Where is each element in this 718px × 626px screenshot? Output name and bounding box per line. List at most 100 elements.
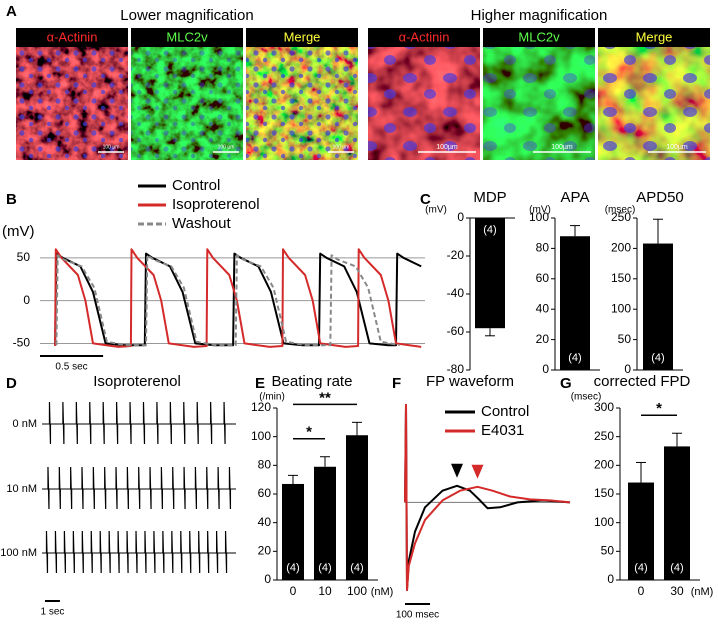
spike [189,530,192,574]
panel-letter: F [392,375,401,392]
y-tick-label: 100 [251,429,271,443]
group-title: Lower magnification [120,7,253,24]
spike [54,530,58,574]
y-tick-label: 0 [542,362,549,376]
scale-bar-label: 0.5 sec [55,362,87,373]
bar [475,218,505,329]
nuclei [598,47,710,160]
y-tick-label: 40 [258,515,272,529]
nuclei [131,47,243,160]
y-tick-label: 40 [536,301,550,315]
spike [126,530,129,574]
spike [194,466,198,510]
spike [75,401,78,445]
tile-header [483,28,595,47]
scale-bar-label: 100µm [551,144,573,151]
scale-bar-label: 100 µm [333,144,350,150]
y-tick-label: 50 [601,544,615,558]
spike [138,466,141,510]
trace [54,252,422,347]
spike [180,530,183,574]
panel-letter: A [6,3,17,20]
spike [89,401,92,445]
y-tick-label: 100 [611,301,631,315]
n-label: (4) [651,352,664,364]
y-axis-label: (mV) [2,223,35,240]
significance-label: ** [319,389,331,406]
bar [282,483,304,580]
chart-title: APA [561,189,590,206]
spike [108,530,111,574]
n-label: (4) [286,562,299,574]
spike [206,466,209,510]
x-tick-label: 10 [318,584,332,598]
spike [72,530,75,574]
spike [171,530,174,574]
spike [104,466,107,510]
n-label: (4) [634,562,647,574]
tile-label: Merge [636,29,673,44]
y-tick-label: -50 [13,336,31,350]
n-label: (4) [670,562,683,574]
y-tick-label: 80 [258,458,272,472]
spike [48,401,52,445]
row-label: 100 nM [0,547,37,559]
spike [162,530,165,574]
spike [135,530,138,574]
y-tick-label: 250 [611,210,631,224]
y-axis-label: (/min) [259,392,285,403]
bar [628,482,654,580]
y-tick-label: -20 [447,248,465,262]
tile-header [598,28,710,47]
spike [224,530,228,574]
chart-title: APD50 [636,189,684,206]
legend-label: Washout [172,215,231,232]
tile-header [16,28,128,47]
panel-letter: E [255,375,265,392]
n-label: (4) [568,352,581,364]
trace [54,248,422,348]
scale-bar-label: 100 msec [396,610,439,621]
y-tick-label: 0 [624,362,631,376]
scale-bar-label: 100 µm [218,144,235,150]
bar [664,446,690,580]
spike [207,530,210,574]
y-tick-label: 0 [264,572,271,586]
spike [196,401,199,445]
y-tick-label: 150 [594,486,614,500]
spike [81,530,84,574]
x-tick-label: 0 [290,584,297,598]
spike [198,530,201,574]
spike [117,530,120,574]
row-label: 0 nM [13,418,37,430]
spike [156,401,159,445]
spike [45,530,49,574]
spike [153,530,156,574]
spike [223,401,226,445]
panel-letter: D [6,375,17,392]
tile-label: α-Actinin [47,29,98,44]
spike [116,401,119,445]
tile-header [246,28,358,47]
spike [129,401,132,445]
bar [314,466,336,580]
x-axis-label: (nM) [691,586,714,598]
chart-title: MDP [473,189,506,206]
panel-letter: C [420,191,431,208]
y-tick-label: 200 [594,458,614,472]
spike [81,466,84,510]
y-tick-label: 100 [594,515,614,529]
y-tick-label: 100 [529,210,549,224]
spike [126,466,129,510]
n-label: (4) [483,224,496,236]
spike [210,401,213,445]
scale-bar-label: 100µm [666,144,688,151]
trace [55,254,400,347]
tile-label: MLC2v [166,29,208,44]
spike [160,466,163,510]
spike [62,401,65,445]
y-tick-label: 120 [251,400,271,414]
spike [63,530,66,574]
legend-label: Isoproterenol [172,196,260,213]
